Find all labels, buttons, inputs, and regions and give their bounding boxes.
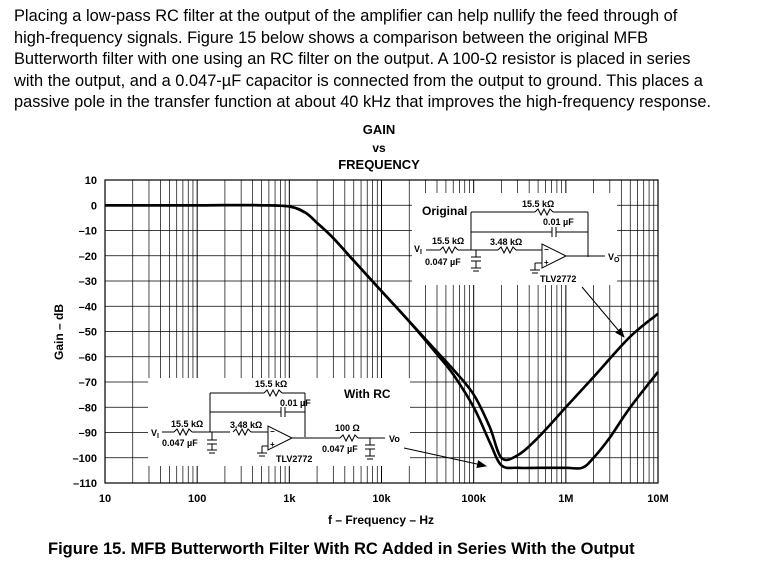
arrow-to-original-curve bbox=[581, 286, 625, 338]
inset-withrc-box bbox=[148, 378, 410, 466]
withrc-c-out-label: 0.047 µF bbox=[322, 444, 358, 454]
x-tick-labels: 10 100 1k 10k 100k 1M 10M bbox=[99, 493, 669, 505]
y-tick-label: –110 bbox=[73, 478, 97, 490]
y-tick-label: –20 bbox=[79, 251, 97, 263]
body-paragraph: Placing a low-pass RC filter at the outp… bbox=[14, 6, 779, 114]
y-tick-label: –30 bbox=[79, 276, 97, 288]
y-tick-label: –80 bbox=[79, 402, 97, 414]
x-tick-label: 1M bbox=[558, 493, 573, 505]
chart-title-line: FREQUENCY bbox=[338, 157, 420, 172]
y-tick-labels: 10 0 –10 –20 –30 –40 –50 –60 –70 –80 –90 –100 –110 bbox=[73, 175, 97, 490]
opamp-plus: + bbox=[270, 440, 275, 449]
x-axis-label: f – Frequency – Hz bbox=[328, 513, 434, 527]
original-vi-label: VI bbox=[414, 244, 422, 256]
opamp-symbol bbox=[267, 425, 294, 451]
paragraph-line: passive pole in the transfer function at… bbox=[14, 93, 712, 111]
arrow-to-with-rc-curve bbox=[403, 447, 487, 468]
paragraph-line: high-frequency signals. Figure 15 below … bbox=[14, 28, 649, 47]
resistor-symbol bbox=[173, 427, 193, 437]
x-tick-label: 1k bbox=[283, 493, 296, 505]
opamp-plus: + bbox=[544, 258, 549, 267]
x-tick-label: 10 bbox=[99, 493, 111, 505]
withrc-r1-label: 15.5 kΩ bbox=[171, 419, 203, 429]
withrc-r-top-label: 15.5 kΩ bbox=[255, 379, 287, 389]
paragraph-line: Butterworth filter with one using an RC … bbox=[14, 50, 691, 68]
original-c-top-label: 0.01 µF bbox=[543, 217, 574, 227]
withrc-r2-label: 3.48 kΩ bbox=[230, 420, 262, 430]
resistor-symbol bbox=[263, 388, 283, 398]
plot-frame bbox=[104, 179, 659, 484]
x-tick-label: 10k bbox=[372, 493, 391, 505]
original-c-gnd-label: 0.047 µF bbox=[425, 257, 461, 267]
inset-original-box bbox=[412, 193, 617, 285]
paragraph-line: with the output, and a 0.047-µF capacito… bbox=[14, 71, 703, 90]
opamp-minus: − bbox=[544, 245, 549, 254]
y-tick-label: –90 bbox=[79, 428, 97, 440]
withrc-opamp-label: TLV2772 bbox=[276, 454, 312, 464]
legend-original-label: Original bbox=[422, 204, 467, 218]
opamp-minus: − bbox=[270, 427, 275, 436]
y-tick-label: –60 bbox=[79, 352, 97, 364]
withrc-vo-label: Vo bbox=[389, 434, 400, 444]
original-r2-label: 3.48 kΩ bbox=[490, 237, 522, 247]
x-tick-label: 100 bbox=[188, 493, 206, 505]
original-r-top-label: 15.5 kΩ bbox=[522, 199, 554, 209]
x-tick-label: 10M bbox=[647, 493, 668, 505]
y-tick-label: 0 bbox=[91, 200, 97, 212]
x-tick-label: 100k bbox=[461, 493, 486, 505]
y-tick-label: 10 bbox=[85, 175, 97, 187]
paragraph-line: Placing a low-pass RC filter at the outp… bbox=[14, 7, 678, 25]
resistor-symbol bbox=[232, 427, 252, 437]
schematic-with-rc: With RC 15.5 kΩ 0.01 µF VI 15.5 kΩ 3.48 … bbox=[151, 379, 400, 464]
schematic-original: Original 15.5 kΩ 0.01 µF VI 15.5 kΩ 3.48… bbox=[414, 199, 620, 284]
chart-title-line: GAIN bbox=[363, 122, 396, 137]
series-line-with-rc bbox=[105, 203, 660, 470]
legend-with-rc-label: With RC bbox=[344, 387, 391, 401]
y-tick-label: –10 bbox=[79, 226, 97, 238]
y-axis-label: Gain – dB bbox=[52, 304, 66, 360]
figure-caption: Figure 15. MFB Butterworth Filter With R… bbox=[48, 540, 635, 558]
resistor-symbol bbox=[439, 245, 459, 255]
resistor-symbol bbox=[339, 433, 359, 443]
resistor-symbol bbox=[534, 207, 554, 217]
withrc-r-out-label: 100 Ω bbox=[335, 423, 360, 433]
withrc-vi-label: VI bbox=[151, 428, 159, 440]
y-tick-label: –40 bbox=[79, 301, 97, 313]
withrc-c-gnd-label: 0.047 µF bbox=[162, 438, 198, 448]
original-r1-label: 15.5 kΩ bbox=[432, 236, 464, 246]
y-tick-label: –100 bbox=[73, 453, 97, 465]
y-tick-label: –50 bbox=[79, 327, 97, 339]
original-vo-label: VO bbox=[608, 252, 620, 264]
original-opamp-label: TLV2772 bbox=[540, 274, 576, 284]
y-tick-label: –70 bbox=[79, 377, 97, 389]
chart-title-line: vs bbox=[372, 141, 386, 155]
withrc-c-top-label: 0.01 µF bbox=[280, 398, 311, 408]
resistor-symbol bbox=[497, 245, 517, 255]
opamp-symbol bbox=[541, 243, 568, 269]
